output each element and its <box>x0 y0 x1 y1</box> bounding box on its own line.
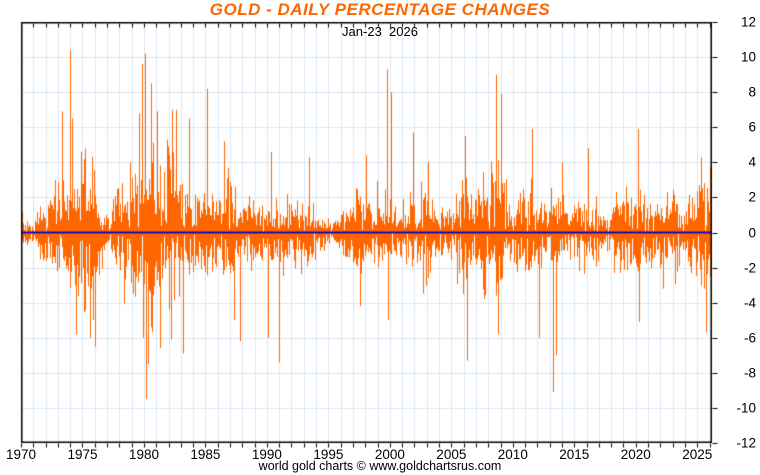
y-axis-tick-label: 2 <box>748 189 756 205</box>
x-axis-tick-label: 1985 <box>190 447 221 462</box>
chart-credit: world gold charts © www.goldchartsrus.co… <box>258 459 502 473</box>
x-axis-tick-label: 1970 <box>5 447 37 462</box>
y-axis-tick-label: -8 <box>743 365 756 381</box>
y-axis-tick-label: -10 <box>736 400 756 416</box>
x-axis-tick-label: 2005 <box>436 447 467 462</box>
y-axis-tick-label: 10 <box>740 49 756 65</box>
x-axis-tick-label: 2020 <box>620 447 651 462</box>
y-axis-tick-label: -6 <box>743 330 756 346</box>
y-axis-tick-label: 12 <box>740 14 756 30</box>
y-axis-tick-label: 6 <box>748 119 756 135</box>
x-axis-tick-label: 2015 <box>559 447 590 462</box>
x-axis-tick-label: 1980 <box>128 447 159 462</box>
x-axis-tick-label: 2010 <box>497 447 528 462</box>
y-axis-tick-label: -4 <box>743 295 756 311</box>
y-axis-tick-label: 8 <box>748 84 756 100</box>
x-axis-tick-label: 1975 <box>67 447 98 462</box>
y-axis-tick-label: 0 <box>748 225 756 240</box>
x-axis-tick-label: 1990 <box>251 447 282 462</box>
y-axis-tick-label: -12 <box>736 435 756 451</box>
y-axis-tick-label: -2 <box>743 260 756 276</box>
chart-date-label: Jan-23 2026 <box>342 24 418 39</box>
y-axis-tick-label: 4 <box>748 154 756 170</box>
x-axis-tick-label: 1995 <box>313 447 344 462</box>
x-axis-tick-label: 2025 <box>682 447 713 462</box>
chart-title: GOLD - DAILY PERCENTAGE CHANGES <box>209 0 551 19</box>
x-axis-tick-label: 2000 <box>374 447 405 462</box>
